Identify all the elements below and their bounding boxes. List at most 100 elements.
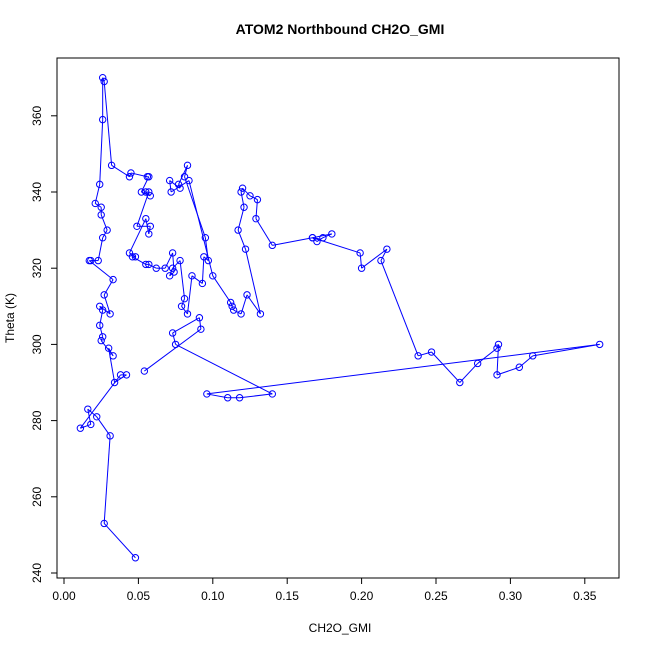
data-point <box>96 302 104 310</box>
data-point <box>103 226 111 234</box>
series-segment <box>179 260 186 299</box>
data-point <box>198 279 207 288</box>
series-segment <box>361 248 388 269</box>
series-segment <box>100 214 108 231</box>
series-segment <box>99 310 104 326</box>
data-point <box>106 432 114 440</box>
data-point <box>427 348 436 356</box>
data-point <box>240 203 248 211</box>
data-point <box>197 325 205 333</box>
y-tick-label: 260 <box>30 486 44 506</box>
series-segment <box>169 180 172 193</box>
series-segment <box>99 119 104 185</box>
data-point <box>246 192 254 200</box>
data-point <box>223 394 232 402</box>
series-segment <box>103 81 113 166</box>
series-segment <box>181 298 185 307</box>
data-point <box>308 234 317 242</box>
y-tick-label: 340 <box>30 182 44 202</box>
data-point <box>98 234 107 242</box>
series-segment <box>477 347 498 364</box>
x-tick-label: 0.35 <box>573 589 597 603</box>
x-tick-label: 0.25 <box>424 589 448 603</box>
data-point <box>131 253 140 261</box>
data-point <box>98 74 107 82</box>
data-point <box>168 264 177 272</box>
data-point <box>91 199 99 208</box>
data-point <box>174 180 183 189</box>
series-segment <box>255 218 273 246</box>
series-segment <box>99 325 104 337</box>
data-point <box>529 352 537 360</box>
data-point <box>456 378 464 387</box>
series-segment <box>108 348 116 383</box>
data-point <box>145 173 153 181</box>
data-point <box>201 234 210 242</box>
data-point <box>188 272 196 280</box>
data-point <box>145 260 153 269</box>
y-axis: 240 260 280 300 320 340 360 <box>30 105 58 583</box>
data-point <box>313 237 321 246</box>
data-point <box>125 173 134 181</box>
data-point <box>176 256 184 265</box>
data-point <box>161 264 169 272</box>
series-segment <box>132 256 147 265</box>
data-point <box>176 184 184 192</box>
series-segment <box>359 252 363 269</box>
y-tick-label: 280 <box>30 410 44 430</box>
series-segment <box>191 275 203 284</box>
data-point <box>137 188 146 196</box>
x-tick-label: 0.15 <box>276 589 300 603</box>
series-segment <box>188 180 214 276</box>
series-segment <box>97 237 104 261</box>
data-point <box>234 226 242 234</box>
data-point <box>237 310 245 318</box>
data-point <box>180 294 189 303</box>
series-segment <box>431 351 461 383</box>
data-point <box>84 405 92 413</box>
y-tick-label: 320 <box>30 258 44 278</box>
series-segment <box>459 363 479 383</box>
data-point <box>109 352 117 360</box>
x-axis: 0.00 0.05 0.10 0.15 0.20 0.25 0.30 0.35 <box>52 577 597 603</box>
y-tick-label: 240 <box>30 563 44 583</box>
data-point <box>142 260 150 269</box>
series-lines <box>79 77 600 559</box>
data-point <box>268 390 277 398</box>
data-point <box>96 321 104 330</box>
series-segment <box>103 435 111 524</box>
data-point <box>97 211 105 219</box>
series-segment <box>380 260 419 357</box>
data-point <box>100 77 108 86</box>
y-tick-label: 360 <box>30 105 44 125</box>
x-tick-label: 0.00 <box>52 589 76 603</box>
data-point <box>268 241 277 250</box>
data-point <box>106 310 114 318</box>
data-point <box>165 176 174 185</box>
data-point <box>185 176 193 185</box>
data-point <box>356 249 364 257</box>
data-point <box>96 180 104 189</box>
data-point <box>94 256 102 265</box>
series-segment <box>80 423 91 429</box>
series-segment <box>237 207 245 231</box>
data-point <box>171 340 180 349</box>
series-segment <box>246 294 261 315</box>
data-point <box>98 333 107 341</box>
data-point <box>328 230 336 238</box>
data-point <box>165 272 174 280</box>
data-point <box>152 264 160 272</box>
data-point <box>383 245 391 253</box>
series-segment <box>103 523 136 559</box>
data-point <box>235 394 244 402</box>
x-tick-label: 0.20 <box>350 589 374 603</box>
x-tick-label: 0.10 <box>201 589 225 603</box>
series-segment <box>519 355 534 368</box>
series-segment <box>233 309 242 315</box>
series-segment <box>103 279 114 296</box>
series-segment <box>79 374 121 429</box>
data-point <box>98 115 107 124</box>
series-segment <box>181 305 188 315</box>
data-point <box>253 195 262 204</box>
data-point <box>142 214 150 223</box>
